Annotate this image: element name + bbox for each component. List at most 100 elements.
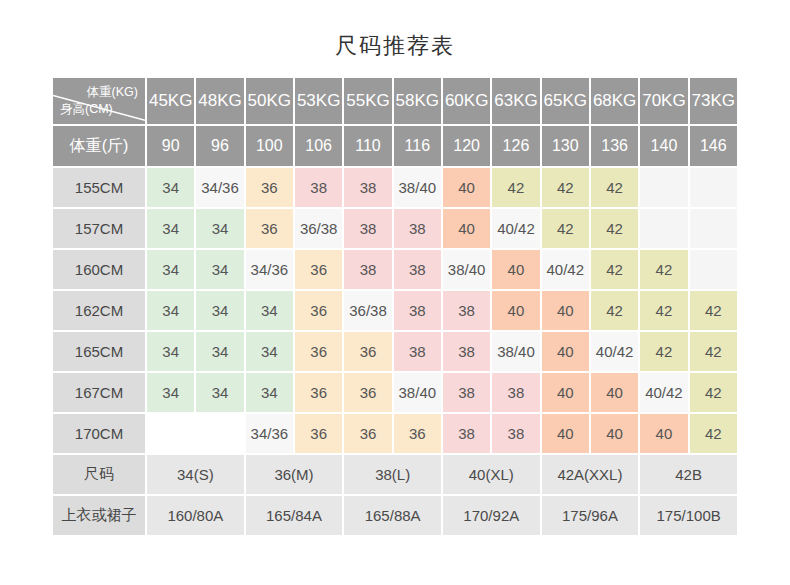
height-label: 155CM <box>53 168 145 207</box>
size-cell: 40/42 <box>640 373 687 412</box>
height-row: 170CM34/36363636383840404042 <box>53 414 737 453</box>
size-cell: 40/42 <box>492 209 539 248</box>
size-chart-table: 体重(KG) 身高(CM) 45KG48KG50KG53KG55KG58KG60… <box>51 76 739 537</box>
size-cell: 42 <box>690 332 737 371</box>
size-cell: 42 <box>690 373 737 412</box>
size-cell: 34 <box>196 373 243 412</box>
size-cell: 40 <box>542 373 589 412</box>
weight-jin-cell: 146 <box>690 126 737 166</box>
size-cell: 36 <box>344 373 391 412</box>
size-cell: 34 <box>246 332 293 371</box>
size-cell: 42 <box>542 168 589 207</box>
height-label: 160CM <box>53 250 145 289</box>
size-cell: 36 <box>295 291 342 330</box>
size-cell: 36 <box>394 414 441 453</box>
height-row: 160CM343434/3636383838/404040/424242 <box>53 250 737 289</box>
size-code-cell: 42A(XXL) <box>542 455 639 494</box>
weight-kg-header-cell: 50KG <box>246 78 293 124</box>
weight-jin-cell: 100 <box>246 126 293 166</box>
size-cell: 36 <box>246 168 293 207</box>
garment-spec-cell: 175/96A <box>542 496 639 535</box>
size-cell <box>196 414 243 453</box>
height-row: 157CM34343636/3838384040/424242 <box>53 209 737 248</box>
weight-jin-cell: 120 <box>443 126 490 166</box>
page-title: 尺码推荐表 <box>0 0 790 61</box>
garment-spec-cell: 175/100B <box>640 496 737 535</box>
weight-jin-cell: 110 <box>344 126 391 166</box>
size-cell: 38 <box>492 373 539 412</box>
size-code-cell: 40(XL) <box>443 455 540 494</box>
size-cell: 34 <box>246 373 293 412</box>
size-cell: 36 <box>295 250 342 289</box>
height-row: 162CM3434343636/3838384040424242 <box>53 291 737 330</box>
size-cell: 42 <box>640 291 687 330</box>
height-label: 170CM <box>53 414 145 453</box>
page: 尺码推荐表 体重(KG) 身高(CM) 45KG48KG50KG53KG55KG… <box>0 0 790 585</box>
size-cell: 42 <box>591 291 638 330</box>
size-cell: 34 <box>196 209 243 248</box>
weight-jin-cell: 116 <box>394 126 441 166</box>
size-cell: 34/36 <box>246 250 293 289</box>
garment-spec-row: 上衣或裙子 160/80A165/84A165/88A170/92A175/96… <box>53 496 737 535</box>
size-cell: 38 <box>394 250 441 289</box>
weight-kg-header-cell: 55KG <box>344 78 391 124</box>
weight-jin-cell: 130 <box>542 126 589 166</box>
size-cell: 34 <box>246 291 293 330</box>
size-cell: 38 <box>394 209 441 248</box>
size-cell <box>640 168 687 207</box>
weight-kg-header-cell: 45KG <box>147 78 194 124</box>
size-cell: 40 <box>640 414 687 453</box>
corner-label-height: 身高(CM) <box>60 101 113 118</box>
size-cell: 36 <box>295 332 342 371</box>
height-label: 165CM <box>53 332 145 371</box>
size-cell: 36 <box>246 209 293 248</box>
height-row: 155CM3434/3636383838/4040424242 <box>53 168 737 207</box>
size-cell: 42 <box>640 332 687 371</box>
size-cell: 36 <box>295 373 342 412</box>
weight-kg-header-cell: 70KG <box>640 78 687 124</box>
weight-jin-cell: 106 <box>295 126 342 166</box>
size-cell: 38 <box>344 168 391 207</box>
size-cell: 38 <box>295 168 342 207</box>
size-cell: 34 <box>147 168 194 207</box>
weight-jin-label: 体重(斤) <box>53 126 145 166</box>
size-cell: 42 <box>591 209 638 248</box>
size-cell: 38/40 <box>443 250 490 289</box>
size-cell: 38 <box>394 291 441 330</box>
size-cell: 38 <box>443 291 490 330</box>
size-cell: 36 <box>344 332 391 371</box>
size-cell: 40 <box>542 414 589 453</box>
size-cell <box>690 209 737 248</box>
garment-spec-cell: 165/84A <box>246 496 343 535</box>
size-cell <box>640 209 687 248</box>
size-cell: 34/36 <box>196 168 243 207</box>
size-cell <box>147 414 194 453</box>
size-cell: 34/36 <box>246 414 293 453</box>
size-cell: 42 <box>690 291 737 330</box>
weight-jin-cell: 126 <box>492 126 539 166</box>
size-code-cell: 36(M) <box>246 455 343 494</box>
height-label: 167CM <box>53 373 145 412</box>
size-cell: 40/42 <box>591 332 638 371</box>
size-cell: 42 <box>690 414 737 453</box>
weight-kg-header-cell: 60KG <box>443 78 490 124</box>
size-cell: 34 <box>147 291 194 330</box>
size-code-row: 尺码 34(S)36(M)38(L)40(XL)42A(XXL)42B <box>53 455 737 494</box>
weight-kg-header-cell: 73KG <box>690 78 737 124</box>
size-cell: 38 <box>394 332 441 371</box>
size-cell: 40 <box>443 209 490 248</box>
weight-kg-header-cell: 68KG <box>591 78 638 124</box>
corner-header-cell: 体重(KG) 身高(CM) <box>53 78 145 124</box>
size-cell: 36 <box>344 414 391 453</box>
size-cell: 34 <box>147 373 194 412</box>
size-cell: 42 <box>640 250 687 289</box>
size-cell: 42 <box>591 250 638 289</box>
size-cell: 38/40 <box>394 373 441 412</box>
size-cell: 42 <box>542 209 589 248</box>
garment-spec-label: 上衣或裙子 <box>53 496 145 535</box>
size-code-cell: 38(L) <box>344 455 441 494</box>
size-cell: 40 <box>591 373 638 412</box>
size-code-cell: 42B <box>640 455 737 494</box>
garment-spec-cell: 170/92A <box>443 496 540 535</box>
size-cell <box>690 168 737 207</box>
